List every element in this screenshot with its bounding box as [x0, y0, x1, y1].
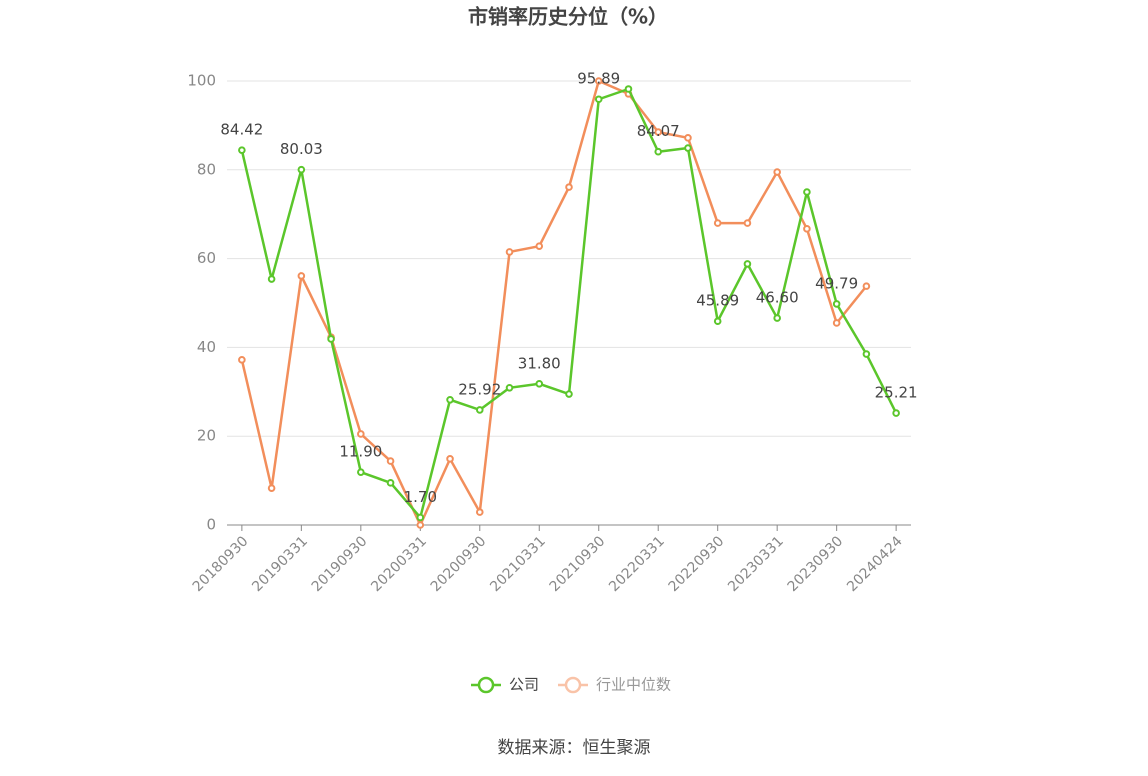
- y-tick-label: 20: [197, 427, 216, 445]
- source: 数据来源：恒生聚源: [498, 738, 651, 758]
- x-tick-label: 20190930: [309, 533, 371, 595]
- x-tick-label: 20190331: [249, 533, 311, 595]
- point: [267, 484, 276, 492]
- value-label: 1.70: [404, 488, 437, 506]
- value-label: 95.89: [577, 70, 620, 88]
- point: [684, 144, 692, 152]
- y-tick-label: 100: [187, 72, 216, 90]
- point: [297, 165, 306, 174]
- point: [505, 384, 514, 392]
- chart-title: 市销率历史分位（%）: [468, 5, 668, 29]
- point: [475, 406, 484, 414]
- point: [505, 248, 514, 256]
- x-tick-label: 20180930: [190, 533, 252, 595]
- value-label: 31.80: [518, 354, 561, 372]
- point: [357, 468, 365, 476]
- value-label: 46.60: [756, 289, 799, 307]
- point: [475, 508, 484, 516]
- point: [594, 95, 603, 104]
- point: [654, 147, 663, 156]
- legend-marker: [564, 676, 582, 694]
- legend-label: 公司: [509, 676, 539, 694]
- point: [416, 521, 425, 529]
- point: [238, 356, 246, 364]
- point: [892, 409, 900, 417]
- value-label: 25.92: [458, 380, 501, 398]
- point: [267, 275, 276, 283]
- point: [565, 390, 573, 398]
- point: [713, 219, 722, 227]
- point: [862, 350, 871, 358]
- legend-item[interactable]: 公司: [471, 676, 539, 694]
- x-tick-label: 20220930: [666, 533, 728, 595]
- point: [446, 455, 454, 463]
- point: [535, 380, 544, 388]
- x-tick-label: 20240424: [844, 533, 906, 595]
- x-tick-label: 20200930: [428, 533, 490, 595]
- value-label: 11.90: [339, 443, 382, 461]
- y-tick-label: 80: [197, 160, 216, 178]
- point: [832, 300, 841, 308]
- point: [535, 242, 544, 250]
- y-tick-label: 40: [197, 338, 216, 356]
- point: [684, 134, 692, 142]
- y-tick-label: 0: [206, 516, 216, 534]
- value-label: 84.07: [637, 122, 680, 140]
- point: [297, 272, 306, 280]
- point: [565, 183, 573, 191]
- y-tick-label: 60: [197, 249, 216, 267]
- value-label: 49.79: [815, 274, 858, 292]
- point: [238, 146, 246, 154]
- point: [357, 430, 365, 438]
- point: [743, 219, 752, 227]
- value-label: 45.89: [696, 292, 739, 310]
- point: [803, 225, 811, 233]
- legend-marker: [477, 676, 495, 694]
- point: [743, 260, 752, 268]
- point: [594, 77, 603, 85]
- point: [446, 395, 454, 404]
- x-tick-label: 20230331: [725, 533, 787, 595]
- point: [386, 457, 395, 465]
- point: [327, 335, 335, 343]
- x-tick-label: 20200331: [368, 533, 430, 595]
- point: [654, 128, 663, 136]
- x-tick-label: 20230930: [785, 533, 847, 595]
- point: [416, 513, 425, 522]
- value-label: 80.03: [280, 140, 323, 158]
- point: [862, 282, 871, 290]
- legend-item[interactable]: 行业中位数: [558, 676, 671, 694]
- x-tick-label: 20210331: [487, 533, 549, 595]
- x-tick-label: 20210930: [547, 533, 609, 595]
- point: [773, 314, 781, 322]
- point: [624, 85, 633, 93]
- value-label: 84.42: [220, 121, 263, 139]
- series-line: [240, 79, 868, 529]
- value-label: 25.21: [875, 384, 918, 402]
- point: [713, 317, 722, 326]
- point: [773, 168, 781, 176]
- legend-label: 行业中位数: [596, 676, 671, 694]
- point: [386, 479, 395, 487]
- point: [803, 188, 811, 196]
- point: [832, 319, 841, 327]
- x-tick-label: 20220331: [606, 533, 668, 595]
